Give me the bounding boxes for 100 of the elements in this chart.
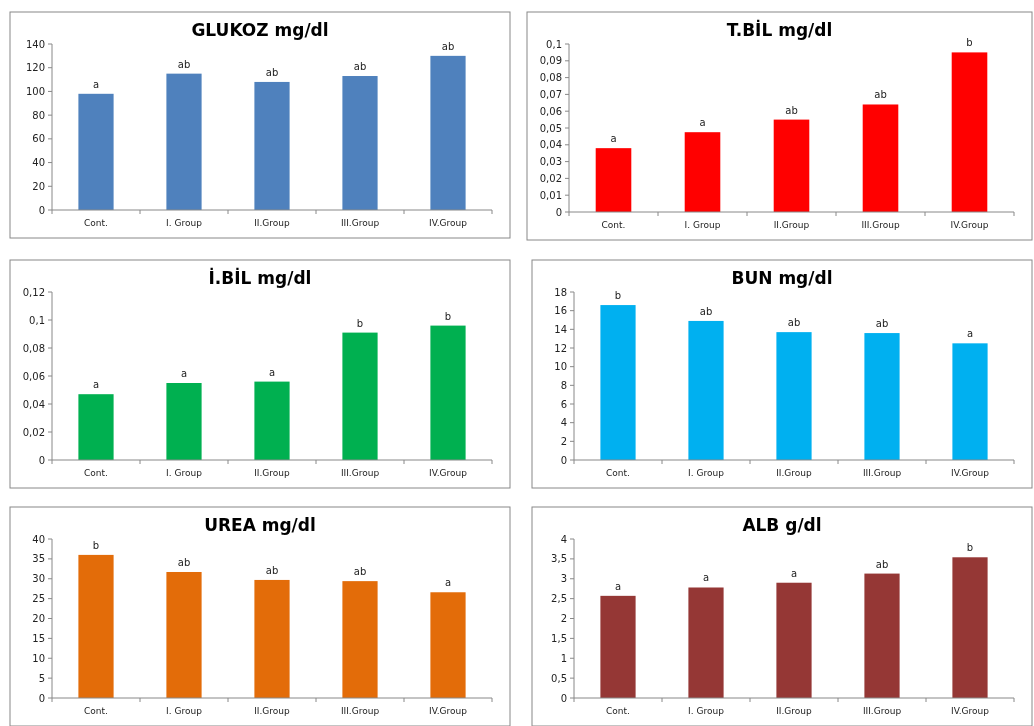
data-label: a [92,379,100,391]
x-tick-label: II.Group [254,218,291,228]
x-tick-label: Cont. [84,218,108,228]
y-tick-label: 3,5 [551,553,567,565]
bar [864,333,900,460]
y-tick-label: 30 [32,573,45,585]
x-tick-label: Cont. [84,468,108,478]
y-tick-label: 6 [560,398,567,410]
x-tick-label: III.Group [340,468,380,478]
x-tick-label: II.Group [773,220,810,230]
data-label: ab [177,58,191,70]
data-label: ab [875,558,889,570]
bar [864,573,900,698]
bar [254,579,290,698]
y-tick-label: 0,02 [539,172,562,184]
bar [862,104,899,212]
data-label: a [702,572,710,584]
data-label: b [356,317,364,329]
bar [951,52,988,212]
y-tick-label: 0,12 [22,286,45,298]
y-tick-label: 10 [554,361,567,373]
y-tick-label: 0 [560,692,567,704]
x-tick-label: IV.Group [951,706,990,716]
x-tick-label: I. Group [166,218,203,228]
y-tick-label: 8 [560,379,567,391]
y-tick-label: 0 [555,206,562,218]
chart-title: ALB g/dl [742,515,822,535]
bar [430,55,466,210]
data-label: a [92,78,100,90]
bar [78,93,114,210]
data-label: ab [441,40,455,52]
bar [773,119,810,212]
data-label: b [966,37,973,49]
y-tick-label: 40 [32,533,45,545]
y-tick-label: 0,1 [29,314,45,326]
data-label: a [180,368,188,379]
data-label: ab [353,61,367,73]
bar [684,132,721,212]
y-tick-label: 0,02 [22,426,45,438]
x-tick-label: IV.Group [950,220,989,230]
x-tick-label: I. Group [688,468,725,478]
bar [952,557,988,698]
y-tick-label: 0 [560,454,567,466]
bar [952,343,988,460]
x-tick-label: III.Group [861,220,900,230]
chart-title: UREA mg/dl [204,515,316,535]
x-tick-label: II.Group [254,468,291,478]
data-label: a [790,567,798,579]
y-tick-label: 4 [560,533,567,545]
x-tick-label: I. Group [166,706,203,716]
x-tick-label: IV.Group [429,468,468,478]
data-label: a [444,577,452,589]
data-label: ab [265,66,279,78]
data-label: b [966,542,974,554]
y-tick-label: 0,06 [22,370,45,382]
y-tick-label: 0 [38,454,45,466]
bar [688,320,724,460]
y-tick-label: 20 [32,613,45,624]
y-tick-label: 35 [32,553,45,565]
data-label: ab [265,564,279,576]
x-tick-label: IV.Group [429,706,468,716]
data-label: b [444,310,452,322]
bar [254,381,290,460]
y-tick-label: 140 [25,38,45,50]
chart-title: İ.BİL mg/dl [208,267,312,288]
data-label: b [92,539,100,551]
y-tick-label: 18 [554,286,567,298]
y-tick-label: 0,08 [22,342,45,354]
bar [342,332,378,460]
data-label: b [614,290,622,302]
x-tick-label: Cont. [606,706,630,716]
y-tick-label: 120 [25,62,45,74]
y-tick-label: 14 [554,323,567,335]
x-tick-label: I. Group [684,220,721,230]
x-tick-label: IV.Group [429,218,468,228]
x-tick-label: III.Group [862,706,902,716]
y-tick-label: 10 [32,652,45,664]
data-label: ab [874,89,887,101]
bar [600,305,636,460]
y-tick-label: 0,04 [22,398,45,410]
y-tick-label: 2 [560,613,567,624]
bar [166,383,202,460]
y-tick-label: 12 [554,342,567,354]
y-tick-label: 2,5 [551,593,567,605]
y-tick-label: 40 [32,157,45,169]
y-tick-label: 0,05 [539,122,562,134]
data-label: ab [787,317,801,329]
bar [166,73,202,210]
y-tick-label: 3 [560,573,567,585]
chart-title: BUN mg/dl [731,268,833,288]
x-tick-label: Cont. [84,706,108,716]
y-tick-label: 0,07 [539,88,562,100]
x-tick-label: Cont. [606,468,630,478]
x-tick-label: III.Group [340,706,380,716]
x-tick-label: II.Group [254,706,291,716]
y-tick-label: 0 [38,204,45,216]
x-tick-label: II.Group [776,468,813,478]
y-tick-label: 0,09 [539,55,562,67]
bar [342,581,378,698]
y-tick-label: 0,03 [539,156,562,168]
